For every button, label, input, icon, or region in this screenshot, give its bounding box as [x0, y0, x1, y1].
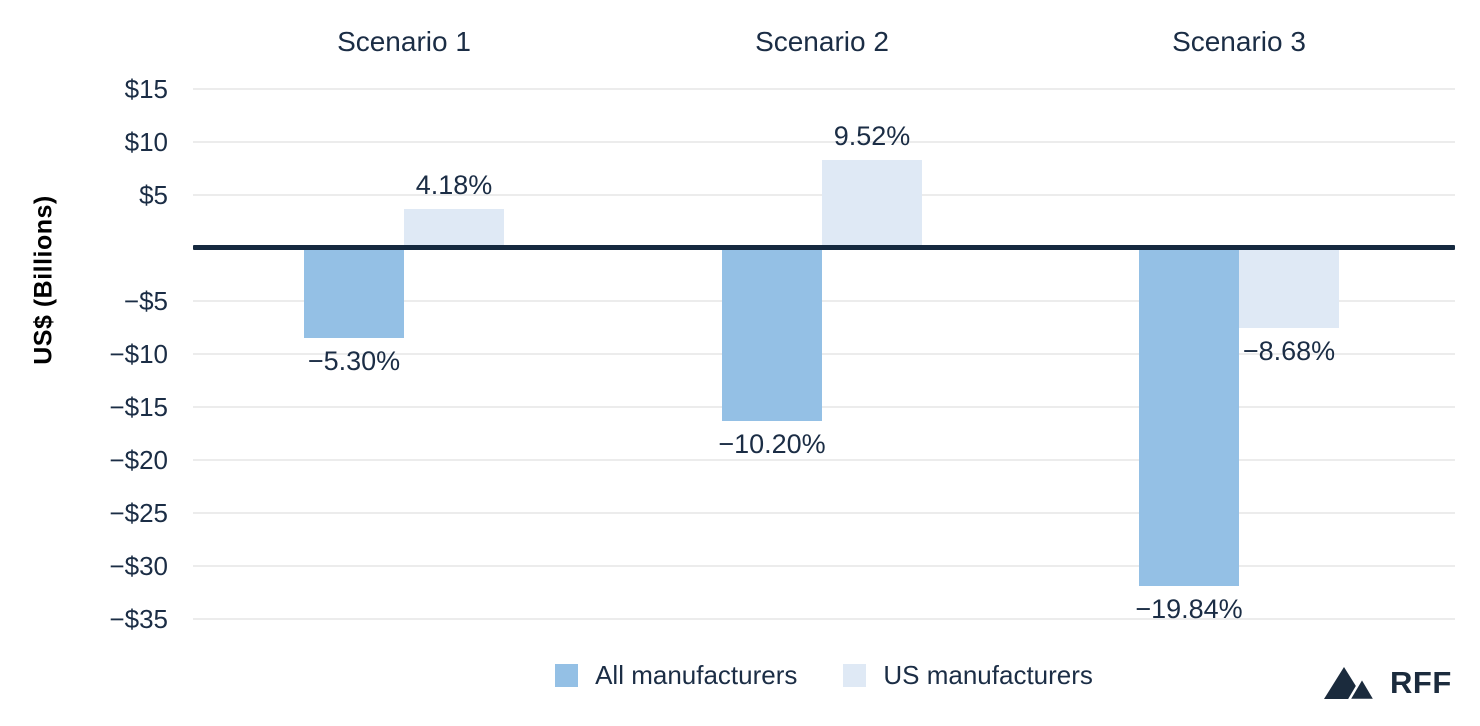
bar-value-label: −19.84% [1135, 593, 1243, 624]
category-title: Scenario 3 [1172, 26, 1306, 57]
y-tick-label: $5 [139, 179, 168, 210]
y-tick-label: −$10 [109, 338, 168, 369]
legend-label: All manufacturers [595, 660, 798, 690]
y-tick-label: $10 [124, 126, 168, 157]
bar-all-manufacturers [722, 247, 822, 422]
bar-us-manufacturers [404, 209, 504, 248]
legend-item: US manufacturers [843, 660, 1093, 691]
y-tick-label: −$25 [109, 497, 168, 528]
bar-value-label: −8.68% [1242, 336, 1336, 367]
gridline [193, 87, 1455, 90]
rff-branding: RFF [1323, 664, 1452, 701]
gridline [193, 140, 1455, 143]
rff-logo-text: RFF [1390, 664, 1452, 700]
gridline [193, 617, 1455, 620]
y-tick-label: −$30 [109, 550, 168, 581]
y-tick-label: −$20 [109, 444, 168, 475]
bar-value-label: −5.30% [307, 345, 401, 376]
gridline [193, 352, 1455, 355]
bar-value-label: 9.52% [833, 120, 911, 151]
y-tick-label: −$35 [109, 603, 168, 634]
gridline [193, 405, 1455, 408]
category-title: Scenario 1 [337, 26, 471, 57]
category-title: Scenario 2 [755, 26, 889, 57]
zero-axis-line [193, 245, 1455, 251]
bar-value-label: 4.18% [415, 170, 493, 201]
rff-mountains-logo [1324, 667, 1378, 701]
legend: All manufacturers US manufacturers [193, 660, 1455, 691]
y-tick-label: $15 [124, 73, 168, 104]
gridline [193, 299, 1455, 302]
y-tick-label: −$5 [123, 285, 168, 316]
gridline [193, 564, 1455, 567]
legend-swatch [555, 664, 579, 687]
legend-label: US manufacturers [883, 660, 1093, 690]
y-tick-label: −$15 [109, 391, 168, 422]
legend-swatch [843, 664, 867, 687]
bar-all-manufacturers [304, 247, 404, 338]
bar-all-manufacturers [1139, 247, 1239, 586]
bar-value-label: −10.20% [718, 429, 826, 460]
gridline [193, 458, 1455, 461]
legend-item: All manufacturers [555, 660, 797, 691]
gridline [193, 511, 1455, 514]
bar-us-manufacturers [1239, 247, 1339, 329]
bar-us-manufacturers [822, 159, 922, 248]
